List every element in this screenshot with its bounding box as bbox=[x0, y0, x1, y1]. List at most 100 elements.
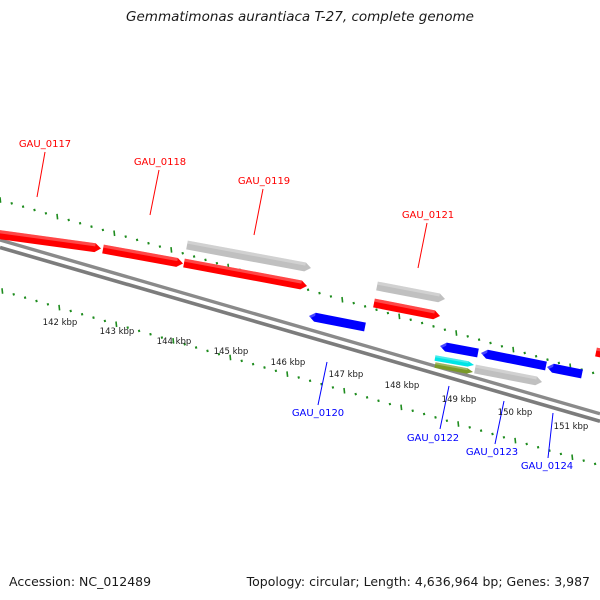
genome-summary: Topology: circular; Length: 4,636,964 bp… bbox=[246, 574, 590, 589]
lower-tick bbox=[479, 429, 483, 433]
callout-gau-0118-label: GAU_0118 bbox=[134, 157, 186, 168]
upper-tick bbox=[135, 238, 139, 242]
feature-cyan-shine bbox=[435, 355, 469, 364]
gene-arrow-gau-0124 bbox=[546, 363, 583, 379]
gene-arrow-gau-0121-body bbox=[373, 298, 440, 320]
upper-tick bbox=[0, 197, 2, 203]
gene-arrow-gau-0118-body bbox=[102, 244, 183, 267]
lower-tick bbox=[593, 462, 597, 466]
gene-arrow-grey-3 bbox=[474, 364, 542, 386]
lower-tick bbox=[286, 371, 289, 377]
genome-backbone bbox=[0, 238, 600, 424]
feature-cyan bbox=[434, 355, 474, 367]
upper-tick bbox=[341, 296, 344, 303]
lower-tick bbox=[194, 346, 198, 349]
page-title: Gemmatimonas aurantiaca T-27, complete g… bbox=[126, 9, 474, 25]
backbone-line-2 bbox=[0, 245, 600, 424]
callout-gau-0118-line bbox=[149, 169, 160, 216]
gene-arrow-gau-0117-shine bbox=[0, 230, 96, 247]
upper-tick bbox=[113, 230, 116, 237]
gene-arrow-gau-0121-shine bbox=[374, 298, 435, 314]
lower-tick bbox=[525, 442, 528, 446]
gene-arrow-grey-2-body bbox=[376, 281, 445, 303]
lower-tick bbox=[343, 387, 346, 394]
callout-gau-0122-label: GAU_0122 bbox=[407, 433, 459, 444]
upper-tick bbox=[591, 371, 595, 375]
upper-tick bbox=[512, 346, 515, 353]
gene-arrow-grey-1 bbox=[186, 240, 311, 272]
upper-tick bbox=[432, 325, 435, 328]
kbp-label-7: 148 kbp bbox=[385, 381, 420, 391]
lower-tick bbox=[240, 359, 243, 363]
lower-tick bbox=[297, 376, 300, 379]
lower-tick bbox=[217, 352, 221, 356]
upper-tick bbox=[546, 358, 549, 361]
upper-tick bbox=[534, 354, 538, 358]
callout-gau-0117-line bbox=[36, 151, 46, 198]
upper-tick bbox=[466, 334, 469, 338]
gene-arrow-grey-1-body bbox=[186, 240, 311, 272]
upper-tick bbox=[44, 211, 48, 215]
kbp-label-9: 150 kbp bbox=[498, 408, 533, 418]
backbone-line-1 bbox=[0, 238, 600, 416]
lower-tick bbox=[308, 379, 312, 383]
upper-tick bbox=[398, 313, 401, 320]
lower-tick bbox=[92, 316, 95, 319]
feature-cyan-body bbox=[434, 355, 474, 367]
upper-tick bbox=[67, 218, 70, 222]
kbp-labels: 142 kbp 143 kbp 144 kbp 145 kbp 146 kbp 147 k… bbox=[43, 318, 589, 432]
lower-tick bbox=[536, 445, 540, 449]
lower-tick bbox=[377, 399, 380, 403]
upper-tick bbox=[78, 221, 82, 225]
gene-arrow-grey-1-shine bbox=[187, 240, 306, 266]
feature-olive-body bbox=[434, 362, 473, 374]
lower-tick bbox=[149, 332, 152, 336]
upper-tick bbox=[375, 308, 378, 312]
gene-arrow-grey-3-body bbox=[474, 364, 542, 386]
gene-arrow-grey-3-shine bbox=[475, 364, 537, 380]
callout-gau-0117-label: GAU_0117 bbox=[19, 139, 71, 150]
upper-tick bbox=[90, 225, 93, 228]
gene-arrow-gau-0122-body bbox=[440, 342, 479, 358]
callout-gau-0121-label: GAU_0121 bbox=[402, 210, 454, 221]
gene-arrow-gau-0119-shine bbox=[184, 258, 302, 284]
upper-tick bbox=[363, 305, 367, 308]
upper-tick bbox=[33, 208, 36, 212]
upper-tick bbox=[10, 201, 13, 205]
lower-tick bbox=[582, 459, 585, 462]
gene-arrow-gau-0117 bbox=[0, 230, 101, 253]
lower-tick bbox=[491, 432, 494, 436]
gene-arrow-gau-0120-shine bbox=[308, 312, 316, 320]
upper-tick bbox=[318, 291, 321, 295]
lower-tick bbox=[80, 312, 84, 316]
lower-tick bbox=[251, 362, 255, 366]
lower-tick bbox=[229, 354, 232, 361]
upper-tick bbox=[147, 241, 150, 245]
upper-tick bbox=[557, 361, 561, 365]
upper-tick bbox=[455, 330, 458, 336]
lower-tick bbox=[559, 452, 563, 456]
lower-tick bbox=[103, 319, 107, 323]
gene-arrow-gau-0123-shine bbox=[480, 349, 488, 357]
upper-tick bbox=[523, 351, 526, 355]
accession-label: Accession: NC_012489 bbox=[9, 574, 152, 589]
lower-tick bbox=[263, 366, 266, 369]
gene-arrow-gau-0122-shine bbox=[439, 342, 447, 350]
lower-tick bbox=[206, 349, 209, 353]
lower-tick bbox=[183, 342, 186, 346]
lower-tick bbox=[35, 299, 38, 303]
lower-tick bbox=[457, 421, 460, 427]
callout-gau-0119-line bbox=[253, 188, 264, 236]
gene-callouts: GAU_0117 GAU_0118 GAU_0119 GAU_0121 GAU_0120… bbox=[19, 139, 573, 472]
lower-tick bbox=[502, 435, 506, 439]
gene-arrow-gau-0119 bbox=[183, 258, 307, 290]
kbp-label-10: 151 kbp bbox=[554, 422, 589, 432]
gene-arrow-gau-0119-body bbox=[183, 258, 307, 290]
lower-tick bbox=[411, 409, 414, 413]
gene-arrow-grey-2 bbox=[376, 281, 445, 303]
callout-gau-0120-line bbox=[317, 361, 328, 406]
gene-arrow-edge-body bbox=[595, 347, 600, 358]
upper-tick bbox=[329, 295, 333, 298]
gene-arrow-gau-0117-body bbox=[0, 230, 101, 253]
